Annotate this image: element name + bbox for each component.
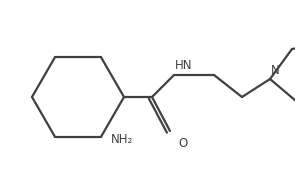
Text: NH₂: NH₂ — [111, 133, 133, 146]
Text: HN: HN — [175, 59, 193, 72]
Text: O: O — [178, 137, 187, 150]
Text: N: N — [271, 64, 280, 77]
